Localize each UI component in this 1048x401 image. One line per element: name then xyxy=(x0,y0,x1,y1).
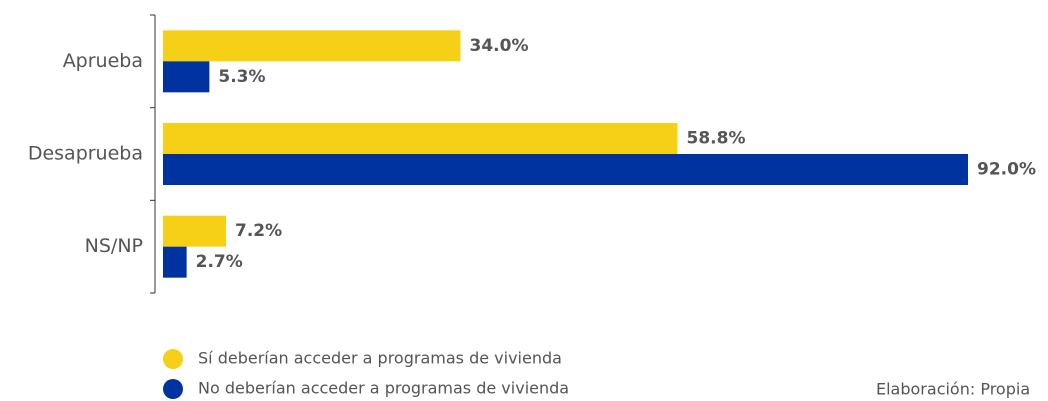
bar xyxy=(163,61,210,93)
legend-label: No deberían acceder a programas de vivie… xyxy=(198,379,569,398)
legend-marker xyxy=(163,349,183,369)
legend-label: Sí deberían acceder a programas de vivie… xyxy=(198,349,562,368)
bar xyxy=(163,215,226,247)
category-label: Aprueba xyxy=(63,50,143,72)
bar xyxy=(163,154,968,185)
value-label: 58.8% xyxy=(687,129,746,149)
source: Elaboración: Propia xyxy=(876,380,1030,399)
value-label: 34.0% xyxy=(470,36,529,56)
bar xyxy=(163,246,187,278)
value-label: 7.2% xyxy=(235,221,282,241)
value-label: 2.7% xyxy=(196,252,243,272)
category-label: NS/NP xyxy=(85,235,143,257)
value-label: 5.3% xyxy=(218,67,265,87)
value-label: 92.0% xyxy=(977,160,1036,180)
bar xyxy=(163,30,461,62)
bar xyxy=(163,123,678,154)
category-label: Desaprueba xyxy=(28,143,143,165)
legend-marker xyxy=(163,379,183,399)
